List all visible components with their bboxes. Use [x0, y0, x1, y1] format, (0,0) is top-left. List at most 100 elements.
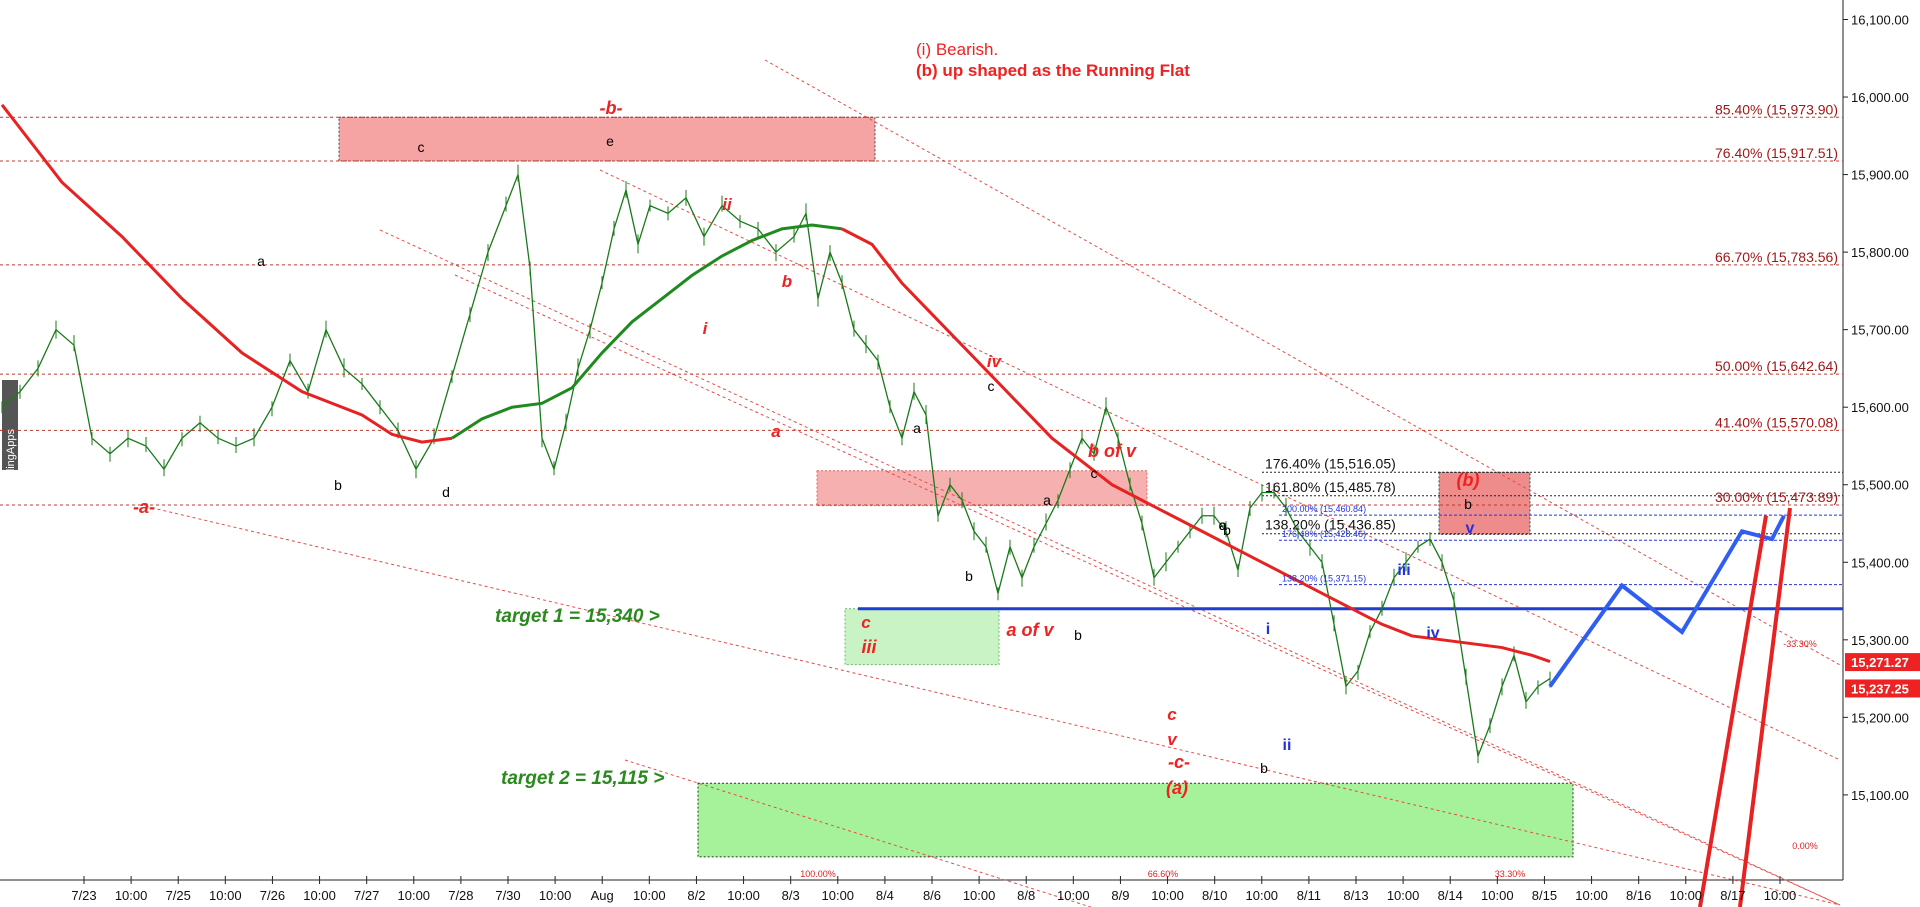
y-tick-label: 15,900.00	[1851, 168, 1909, 183]
wave-label-red: c	[861, 613, 871, 632]
extension-label: 138.20% (15,436.85)	[1265, 517, 1396, 533]
commentary-line-1: (i) Bearish.	[916, 40, 998, 59]
y-tick-label: 15,500.00	[1851, 478, 1909, 493]
target-zone-1	[844, 608, 1000, 666]
target1-label: target 1 = 15,340 >	[495, 606, 660, 627]
x-tick-label: 8/4	[876, 888, 894, 903]
y-tick-label: 15,700.00	[1851, 323, 1909, 338]
channel-pct-label: 0.00%	[1792, 841, 1818, 851]
target-zone-2	[697, 782, 1574, 858]
extension-label: 176.40% (15,516.05)	[1265, 455, 1396, 471]
y-tick-label: 15,200.00	[1851, 710, 1909, 725]
price-tag-label: 15,237.25	[1851, 681, 1909, 696]
x-tick-label: 7/26	[260, 888, 285, 903]
y-tick-label: 16,000.00	[1851, 90, 1909, 105]
x-tick-label: 10:00	[963, 888, 996, 903]
wave-label-red: ii	[722, 195, 733, 214]
wave-label-red: b	[782, 272, 792, 291]
wave-label-black: c	[988, 378, 995, 394]
fib-label: 41.40% (15,570.08)	[1715, 414, 1838, 430]
wave-label-blue: ii	[1283, 737, 1292, 754]
wave-label-black: a	[913, 420, 921, 436]
watermark-bg	[2, 380, 18, 470]
channel-line	[624, 759, 1093, 907]
wave-label-red: -a-	[133, 497, 155, 517]
watermark: TradingApps	[5, 429, 17, 491]
wave-label-black: b	[1074, 627, 1082, 643]
x-tick-label: 8/8	[1017, 888, 1035, 903]
x-tick-label: 10:00	[1151, 888, 1184, 903]
wave-label-red: a	[771, 422, 780, 441]
resistance-zone-final	[1438, 471, 1531, 535]
x-tick-label: 10:00	[303, 888, 336, 903]
x-tick-label: 8/15	[1532, 888, 1557, 903]
price-series-line	[1, 174, 1551, 759]
x-tick-label: 7/30	[495, 888, 520, 903]
series-layer	[0, 103, 1792, 907]
y-tick-label: 15,600.00	[1851, 400, 1909, 415]
wave-label-black: b	[965, 568, 973, 584]
wave-label-blue: v	[1466, 520, 1475, 537]
x-tick-label: 8/10	[1202, 888, 1227, 903]
x-tick-label: 10:00	[1481, 888, 1514, 903]
x-tick-label: 10:00	[115, 888, 148, 903]
x-tick-label: 10:00	[633, 888, 666, 903]
x-tick-label: 10:00	[727, 888, 760, 903]
wave-label-red: i	[703, 319, 709, 338]
x-tick-label: 8/14	[1438, 888, 1463, 903]
wave-label-black: e	[606, 133, 614, 149]
x-tick-label: 10:00	[1246, 888, 1279, 903]
wave-label-black: d	[442, 484, 450, 500]
fib-label: 30.00% (15,473.89)	[1715, 489, 1838, 505]
y-tick-label: 15,100.00	[1851, 788, 1909, 803]
wave-label-blue: iii	[1397, 562, 1410, 579]
x-tick-label: 8/16	[1626, 888, 1651, 903]
fib-label: 85.40% (15,973.90)	[1715, 101, 1838, 117]
wave-label-black: a	[1219, 517, 1227, 533]
resistance-zone-bofv	[816, 470, 1148, 507]
text-layer: 85.40% (15,973.90) 76.40% (15,917.51) 66.7…	[5, 13, 1909, 904]
x-tick-label: 8/17	[1720, 888, 1745, 903]
wave-label-red: a of v	[1006, 620, 1054, 640]
x-tick-label: Aug	[591, 888, 614, 903]
channel-pct-label: -33.30%	[1783, 639, 1817, 649]
x-tick-label: 8/3	[782, 888, 800, 903]
wave-label-black: b	[1260, 760, 1268, 776]
x-tick-label: 7/27	[354, 888, 379, 903]
y-tick-label: 15,800.00	[1851, 245, 1909, 260]
wave-label-blue: iv	[1426, 625, 1439, 642]
small-extension-label: 200.00% (15,460.84)	[1282, 504, 1366, 514]
x-tick-label: 10:00	[1575, 888, 1608, 903]
small-extension-label: 138.20% (15,371.15)	[1282, 574, 1366, 584]
x-tick-label: 10:00	[822, 888, 855, 903]
wave-label-black: c	[1091, 465, 1098, 481]
y-tick-label: 15,300.00	[1851, 633, 1909, 648]
x-tick-label: 10:00	[1387, 888, 1420, 903]
extension-label: 161.80% (15,485.78)	[1265, 479, 1396, 495]
x-tick-label: 10:00	[209, 888, 242, 903]
ma-line-red-early	[0, 103, 453, 444]
projection-path	[1548, 514, 1786, 688]
price-tag-label: 15,271.27	[1851, 655, 1909, 670]
y-tick-label: 16,100.00	[1851, 13, 1909, 28]
x-tick-label: 8/6	[923, 888, 941, 903]
y-tick-label: 15,400.00	[1851, 555, 1909, 570]
x-tick-label: 10:00	[1764, 888, 1797, 903]
wave-label-red: -b-	[600, 98, 623, 118]
x-tick-label: 10:00	[1057, 888, 1090, 903]
x-tick-label: 8/13	[1343, 888, 1368, 903]
x-tick-label: 10:00	[539, 888, 572, 903]
forecast-line-1	[1698, 515, 1768, 907]
wave-label-red: (b)	[1457, 470, 1480, 490]
small-extension-label: 176.40% (15,428.46)	[1282, 529, 1366, 539]
fib-label: 66.70% (15,783.56)	[1715, 249, 1838, 265]
forecast-line-2	[1738, 507, 1792, 907]
price-tag-box	[1845, 653, 1920, 672]
resistance-zone-b	[338, 116, 876, 162]
fib-label: 50.00% (15,642.64)	[1715, 358, 1838, 374]
ma-line-green	[451, 223, 843, 440]
x-tick-label: 8/9	[1111, 888, 1129, 903]
wave-label-blue: i	[1266, 621, 1270, 638]
wave-label-black: b	[1464, 496, 1472, 512]
